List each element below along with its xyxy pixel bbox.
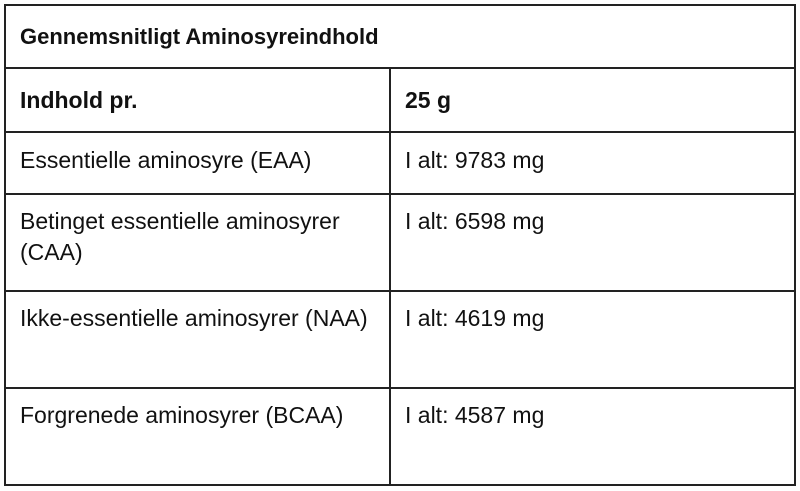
table-row: Essentielle aminosyre (EAA) I alt: 9783 … (4, 131, 796, 195)
amino-acid-table: Gennemsnitligt Aminosyreindhold Indhold … (4, 4, 796, 486)
row-value: I alt: 4619 mg (389, 290, 796, 389)
row-label: Ikke-essentielle aminosyrer (NAA) (4, 290, 391, 389)
row-label: Essentielle aminosyre (EAA) (4, 131, 391, 195)
row-label: Forgrenede aminosyrer (BCAA) (4, 387, 391, 486)
table-row: Ikke-essentielle aminosyrer (NAA) I alt:… (4, 290, 796, 389)
table-title-row: Gennemsnitligt Aminosyreindhold (4, 4, 796, 69)
table-row: Betinget essentielle aminosyrer (CAA) I … (4, 193, 796, 292)
row-value: I alt: 9783 mg (389, 131, 796, 195)
header-content-per: Indhold pr. (4, 67, 391, 133)
row-value: I alt: 6598 mg (389, 193, 796, 292)
table-title: Gennemsnitligt Aminosyreindhold (4, 4, 796, 69)
row-label: Betinget essentielle aminosyrer (CAA) (4, 193, 391, 292)
table-row: Forgrenede aminosyrer (BCAA) I alt: 4587… (4, 387, 796, 486)
table-header-row: Indhold pr. 25 g (4, 67, 796, 133)
header-amount: 25 g (389, 67, 796, 133)
row-value: I alt: 4587 mg (389, 387, 796, 486)
